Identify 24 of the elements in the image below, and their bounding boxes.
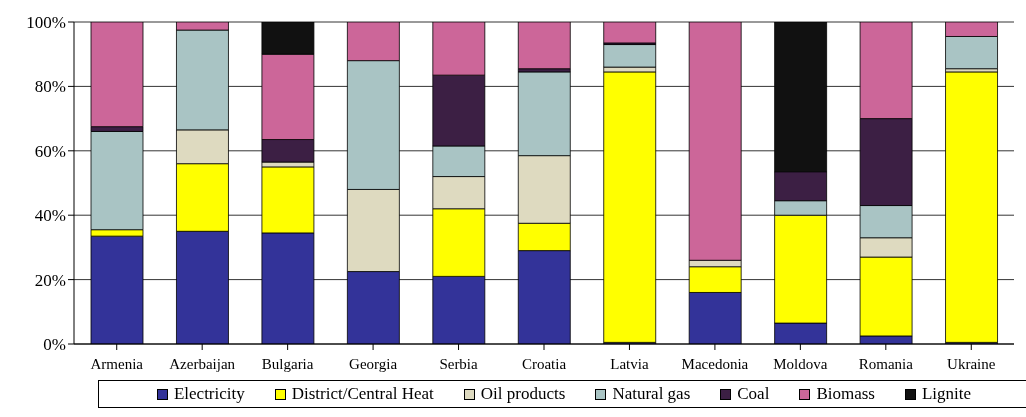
legend-label: Electricity <box>173 384 245 404</box>
x-tick-label: Armenia <box>90 355 144 372</box>
x-tick-label: Croatia <box>521 355 567 372</box>
x-tick-label: Ukraine <box>947 355 996 372</box>
legend-label: Oil products <box>480 384 566 404</box>
y-tick-label: 60% <box>34 141 66 161</box>
legend-label: Coal <box>737 384 770 404</box>
y-tick-label: 20% <box>34 270 66 290</box>
x-tick-label: Macedonia <box>681 355 749 372</box>
y-tick-label: 0% <box>43 335 66 355</box>
y-tick-label: 80% <box>34 77 66 97</box>
x-tick-label: Azerbaijan <box>169 355 236 372</box>
x-tick-label: Serbia <box>439 355 479 372</box>
x-tick-label: Latvia <box>610 355 649 372</box>
x-tick-label: Romania <box>858 355 914 372</box>
y-tick-label: 40% <box>34 206 66 226</box>
legend-label: Lignite <box>921 384 972 404</box>
legend-label: Natural gas <box>612 384 691 404</box>
legend-label: District/Central Heat <box>291 384 434 404</box>
x-tick-label: Moldova <box>773 355 828 372</box>
x-tick-label: Georgia <box>349 355 398 372</box>
legend-label: Biomass <box>816 384 875 404</box>
y-tick-label: 100% <box>26 13 66 33</box>
x-tick-label: Bulgaria <box>261 355 314 372</box>
